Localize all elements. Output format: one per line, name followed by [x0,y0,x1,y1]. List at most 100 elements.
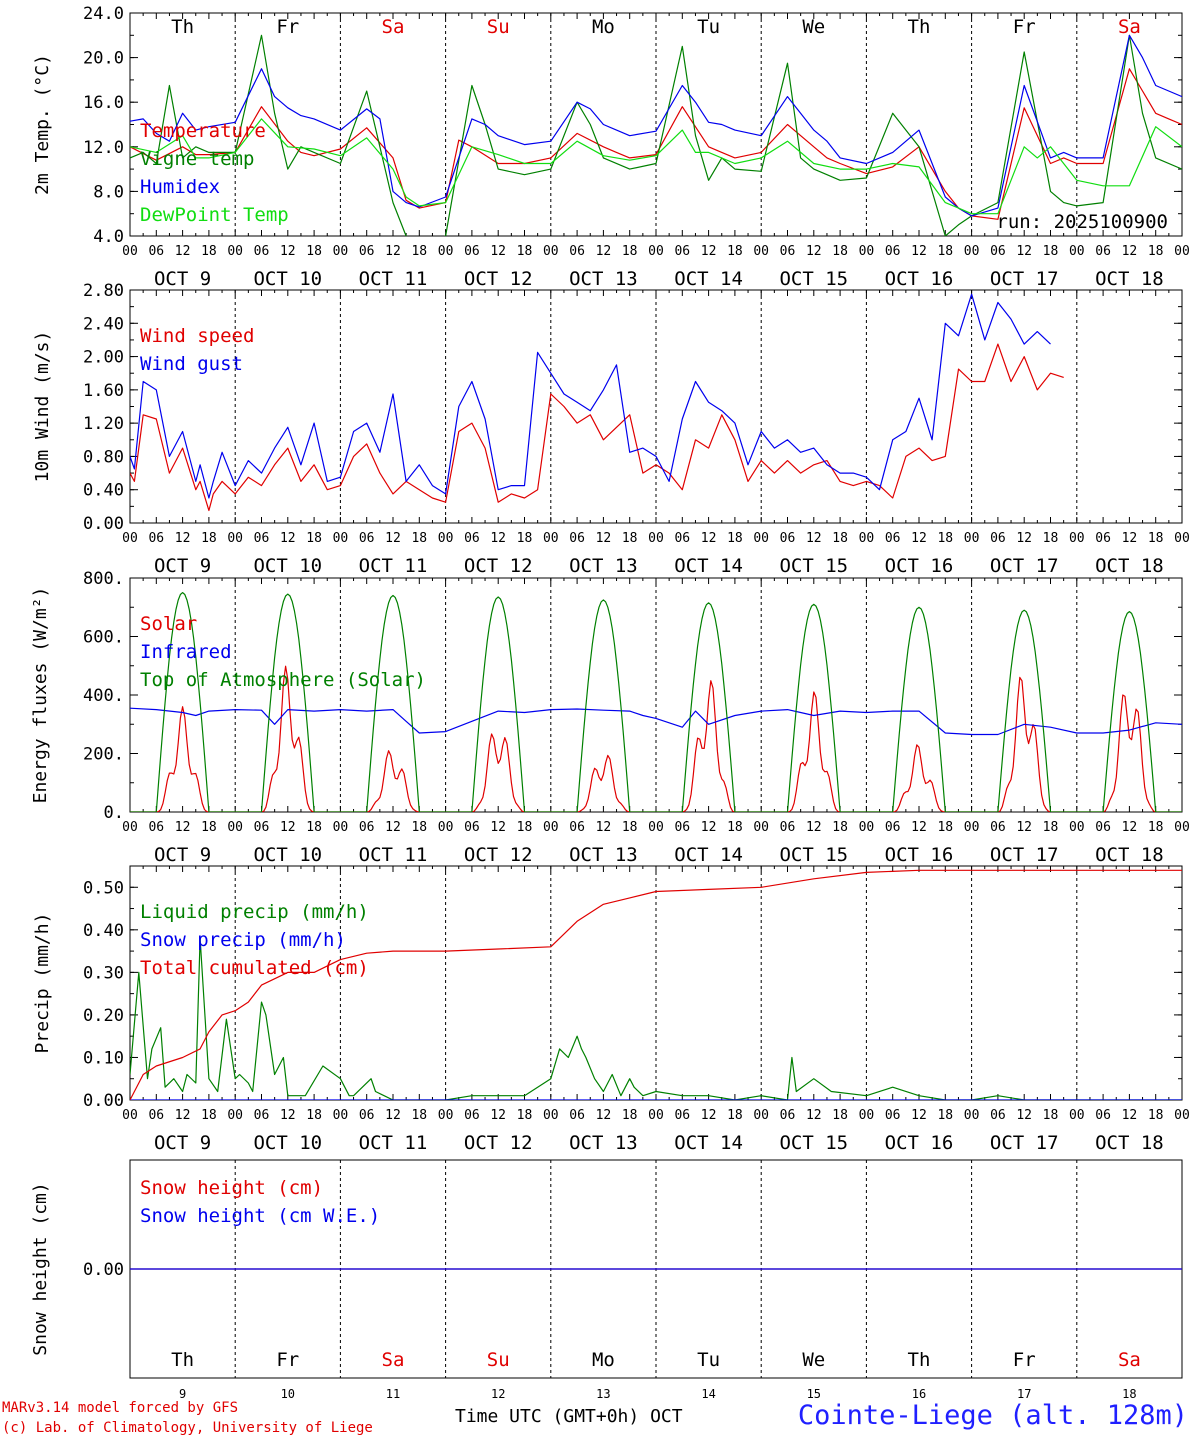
hour-tick-label: 18 [517,820,533,835]
hour-tick-label: 06 [885,820,901,835]
hour-tick-label: 00 [1069,820,1085,835]
date-label: OCT 11 [359,844,428,866]
date-label: OCT 17 [990,268,1059,290]
legend-entry: Infrared [140,641,232,663]
date-label: OCT 17 [990,555,1059,577]
hour-tick-label: 18 [201,244,217,259]
weekday-label-bottom: Th [171,1349,194,1371]
hour-tick-label: 00 [648,820,664,835]
legend-entry: Wind speed [140,325,254,347]
weekday-label-bottom: Tu [697,1349,720,1371]
hour-tick-label: 06 [148,820,164,835]
series-line-dewpoint-temp [130,118,1182,215]
series-line-humidex [130,34,1182,217]
y-axis-label: Precip (mm/h) [32,913,53,1054]
y-tick-label: 16.0 [83,93,124,113]
hour-tick-label: 00 [859,820,875,835]
hour-tick-label: 00 [122,1108,138,1123]
hour-tick-label: 18 [1148,820,1164,835]
hour-tick-label: 06 [885,1108,901,1123]
hour-tick-label: 00 [122,531,138,546]
hour-tick-label: 00 [648,531,664,546]
hour-tick-label: 12 [911,531,927,546]
hour-tick-label: 18 [517,244,533,259]
hour-tick-label: 00 [227,531,243,546]
hour-tick-label: 18 [727,244,743,259]
hour-tick-label: 12 [596,531,612,546]
day-number-label: 17 [1017,1387,1031,1401]
hour-tick-label: 06 [569,1108,585,1123]
date-label: OCT 17 [990,844,1059,866]
hour-tick-label: 18 [411,244,427,259]
y-tick-label: 2.00 [83,348,124,368]
hour-tick-label: 06 [148,1108,164,1123]
date-label: OCT 9 [154,268,211,290]
hour-tick-label: 00 [227,244,243,259]
hour-tick-label: 00 [438,244,454,259]
run-annotation: run: 2025100900 [996,211,1168,233]
hour-tick-label: 00 [1069,531,1085,546]
hour-tick-label: 12 [280,820,296,835]
hour-tick-label: 06 [254,820,270,835]
hour-tick-label: 06 [780,820,796,835]
date-label: OCT 9 [154,1132,211,1154]
hour-tick-label: 06 [464,531,480,546]
legend-entry: Snow height (cm) [140,1177,323,1199]
y-tick-label: 0.80 [83,447,124,467]
hour-tick-label: 00 [543,1108,559,1123]
hour-tick-label: 18 [622,244,638,259]
hour-tick-label: 18 [306,244,322,259]
hour-tick-label: 18 [201,531,217,546]
weekday-label-top: Fr [276,16,299,38]
series-line-temperature [130,68,1182,220]
hour-tick-label: 18 [937,244,953,259]
series-line-top-of-atmosphere-solar [130,592,1182,812]
hour-tick-label: 18 [1148,531,1164,546]
date-label: OCT 13 [569,1132,638,1154]
weekday-label-top: Th [908,16,931,38]
hour-tick-label: 00 [753,820,769,835]
hour-tick-label: 12 [911,244,927,259]
y-tick-label: 4.0 [93,227,124,247]
hour-tick-label: 18 [832,531,848,546]
hour-tick-label: 00 [1174,531,1190,546]
weekday-label-top: Th [171,16,194,38]
y-tick-label: 12.0 [83,138,124,158]
hour-tick-label: 12 [701,1108,717,1123]
hour-tick-label: 12 [1016,820,1032,835]
date-label: OCT 11 [359,1132,428,1154]
hour-tick-label: 12 [596,244,612,259]
y-tick-label: 0.10 [83,1048,124,1068]
hour-tick-label: 12 [1016,1108,1032,1123]
weekday-label-top: Mo [592,16,615,38]
date-label: OCT 12 [464,844,533,866]
y-tick-label: 400. [83,686,124,706]
hour-tick-label: 18 [937,820,953,835]
hour-tick-label: 06 [359,531,375,546]
date-label: OCT 15 [779,844,848,866]
weekday-label-bottom: Mo [592,1349,615,1371]
weekday-label-bottom: Sa [382,1349,405,1371]
y-tick-label: 0. [104,803,124,823]
date-label: OCT 16 [885,268,954,290]
hour-tick-label: 06 [780,531,796,546]
y-tick-label: 0.50 [83,878,124,898]
weekday-label-top: Fr [1013,16,1036,38]
series-group [130,293,1064,512]
hour-tick-label: 12 [175,820,191,835]
hour-tick-label: 00 [1069,1108,1085,1123]
hour-tick-label: 18 [622,531,638,546]
day-number-label: 15 [807,1387,821,1401]
hour-tick-label: 18 [622,820,638,835]
legend-entry: Liquid precip (mm/h) [140,901,369,923]
hour-tick-label: 18 [1043,244,1059,259]
date-label: OCT 13 [569,844,638,866]
hour-tick-label: 18 [1043,1108,1059,1123]
station-name: Cointe-Liege (alt. 128m) [797,1400,1188,1431]
y-tick-label: 24.0 [83,4,124,24]
hour-tick-label: 12 [175,244,191,259]
hour-tick-label: 00 [964,1108,980,1123]
hour-tick-label: 18 [306,1108,322,1123]
hour-tick-label: 18 [937,531,953,546]
